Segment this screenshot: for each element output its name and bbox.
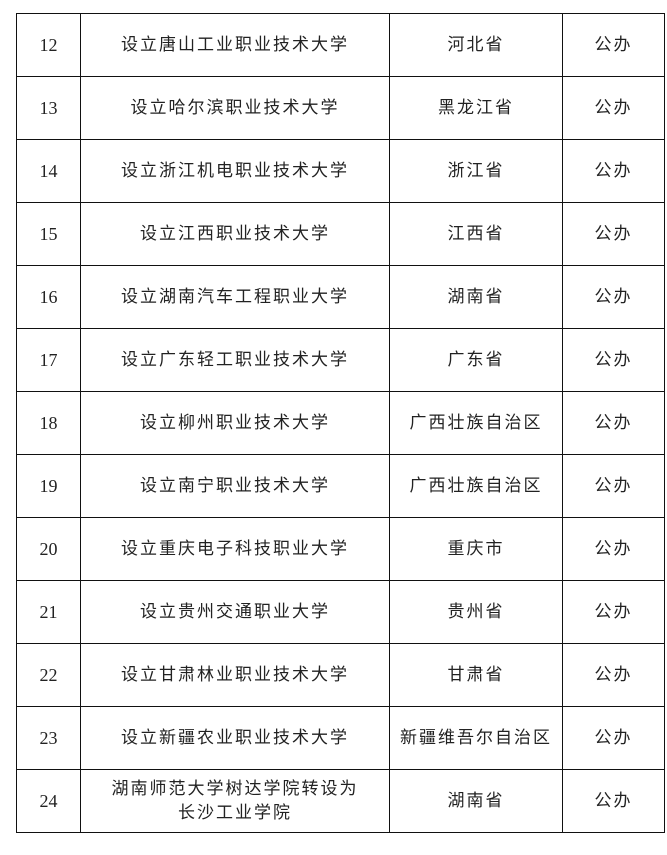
school-type: 公办 xyxy=(562,139,665,203)
table-body: 12 设立唐山工业职业技术大学 河北省 公办 13 设立哈尔滨职业技术大学 黑龙江省 公办 14… xyxy=(16,13,665,833)
table-row: 21 设立贵州交通职业大学 贵州省 公办 xyxy=(16,580,665,644)
item-name: 设立贵州交通职业大学 xyxy=(80,580,390,644)
school-type: 公办 xyxy=(562,517,665,581)
row-number: 13 xyxy=(16,76,81,140)
school-type: 公办 xyxy=(562,328,665,392)
region-name: 新疆维吾尔自治区 xyxy=(389,706,563,770)
school-type: 公办 xyxy=(562,202,665,266)
school-type: 公办 xyxy=(562,265,665,329)
item-name: 设立重庆电子科技职业大学 xyxy=(80,517,390,581)
region-name: 河北省 xyxy=(389,13,563,77)
table-row: 12 设立唐山工业职业技术大学 河北省 公办 xyxy=(16,13,665,77)
region-name: 重庆市 xyxy=(389,517,563,581)
item-name: 设立柳州职业技术大学 xyxy=(80,391,390,455)
item-name: 设立新疆农业职业技术大学 xyxy=(80,706,390,770)
region-name: 贵州省 xyxy=(389,580,563,644)
universities-table: 12 设立唐山工业职业技术大学 河北省 公办 13 设立哈尔滨职业技术大学 黑龙江省 公办 14… xyxy=(16,13,665,833)
region-name: 广西壮族自治区 xyxy=(389,391,563,455)
item-name: 湖南师范大学树达学院转设为 长沙工业学院 xyxy=(80,769,390,833)
item-name: 设立甘肃林业职业技术大学 xyxy=(80,643,390,707)
table-row: 20 设立重庆电子科技职业大学 重庆市 公办 xyxy=(16,517,665,581)
item-name: 设立广东轻工职业技术大学 xyxy=(80,328,390,392)
row-number: 23 xyxy=(16,706,81,770)
school-type: 公办 xyxy=(562,391,665,455)
table-row: 18 设立柳州职业技术大学 广西壮族自治区 公办 xyxy=(16,391,665,455)
row-number: 22 xyxy=(16,643,81,707)
school-type: 公办 xyxy=(562,769,665,833)
item-name: 设立浙江机电职业技术大学 xyxy=(80,139,390,203)
region-name: 广西壮族自治区 xyxy=(389,454,563,518)
region-name: 湖南省 xyxy=(389,265,563,329)
table-row: 23 设立新疆农业职业技术大学 新疆维吾尔自治区 公办 xyxy=(16,706,665,770)
row-number: 21 xyxy=(16,580,81,644)
table-row: 17 设立广东轻工职业技术大学 广东省 公办 xyxy=(16,328,665,392)
school-type: 公办 xyxy=(562,643,665,707)
region-name: 浙江省 xyxy=(389,139,563,203)
school-type: 公办 xyxy=(562,76,665,140)
table-row: 24 湖南师范大学树达学院转设为 长沙工业学院 湖南省 公办 xyxy=(16,769,665,833)
school-type: 公办 xyxy=(562,580,665,644)
row-number: 15 xyxy=(16,202,81,266)
item-name: 设立哈尔滨职业技术大学 xyxy=(80,76,390,140)
item-name: 设立唐山工业职业技术大学 xyxy=(80,13,390,77)
table-row: 19 设立南宁职业技术大学 广西壮族自治区 公办 xyxy=(16,454,665,518)
school-type: 公办 xyxy=(562,13,665,77)
region-name: 江西省 xyxy=(389,202,563,266)
region-name: 广东省 xyxy=(389,328,563,392)
row-number: 20 xyxy=(16,517,81,581)
item-name: 设立南宁职业技术大学 xyxy=(80,454,390,518)
school-type: 公办 xyxy=(562,706,665,770)
item-name: 设立江西职业技术大学 xyxy=(80,202,390,266)
row-number: 12 xyxy=(16,13,81,77)
region-name: 黑龙江省 xyxy=(389,76,563,140)
table-row: 16 设立湖南汽车工程职业大学 湖南省 公办 xyxy=(16,265,665,329)
row-number: 16 xyxy=(16,265,81,329)
row-number: 14 xyxy=(16,139,81,203)
row-number: 19 xyxy=(16,454,81,518)
region-name: 湖南省 xyxy=(389,769,563,833)
table-row: 14 设立浙江机电职业技术大学 浙江省 公办 xyxy=(16,139,665,203)
table-row: 13 设立哈尔滨职业技术大学 黑龙江省 公办 xyxy=(16,76,665,140)
row-number: 18 xyxy=(16,391,81,455)
row-number: 17 xyxy=(16,328,81,392)
table-row: 15 设立江西职业技术大学 江西省 公办 xyxy=(16,202,665,266)
row-number: 24 xyxy=(16,769,81,833)
item-name: 设立湖南汽车工程职业大学 xyxy=(80,265,390,329)
table-row: 22 设立甘肃林业职业技术大学 甘肃省 公办 xyxy=(16,643,665,707)
school-type: 公办 xyxy=(562,454,665,518)
region-name: 甘肃省 xyxy=(389,643,563,707)
